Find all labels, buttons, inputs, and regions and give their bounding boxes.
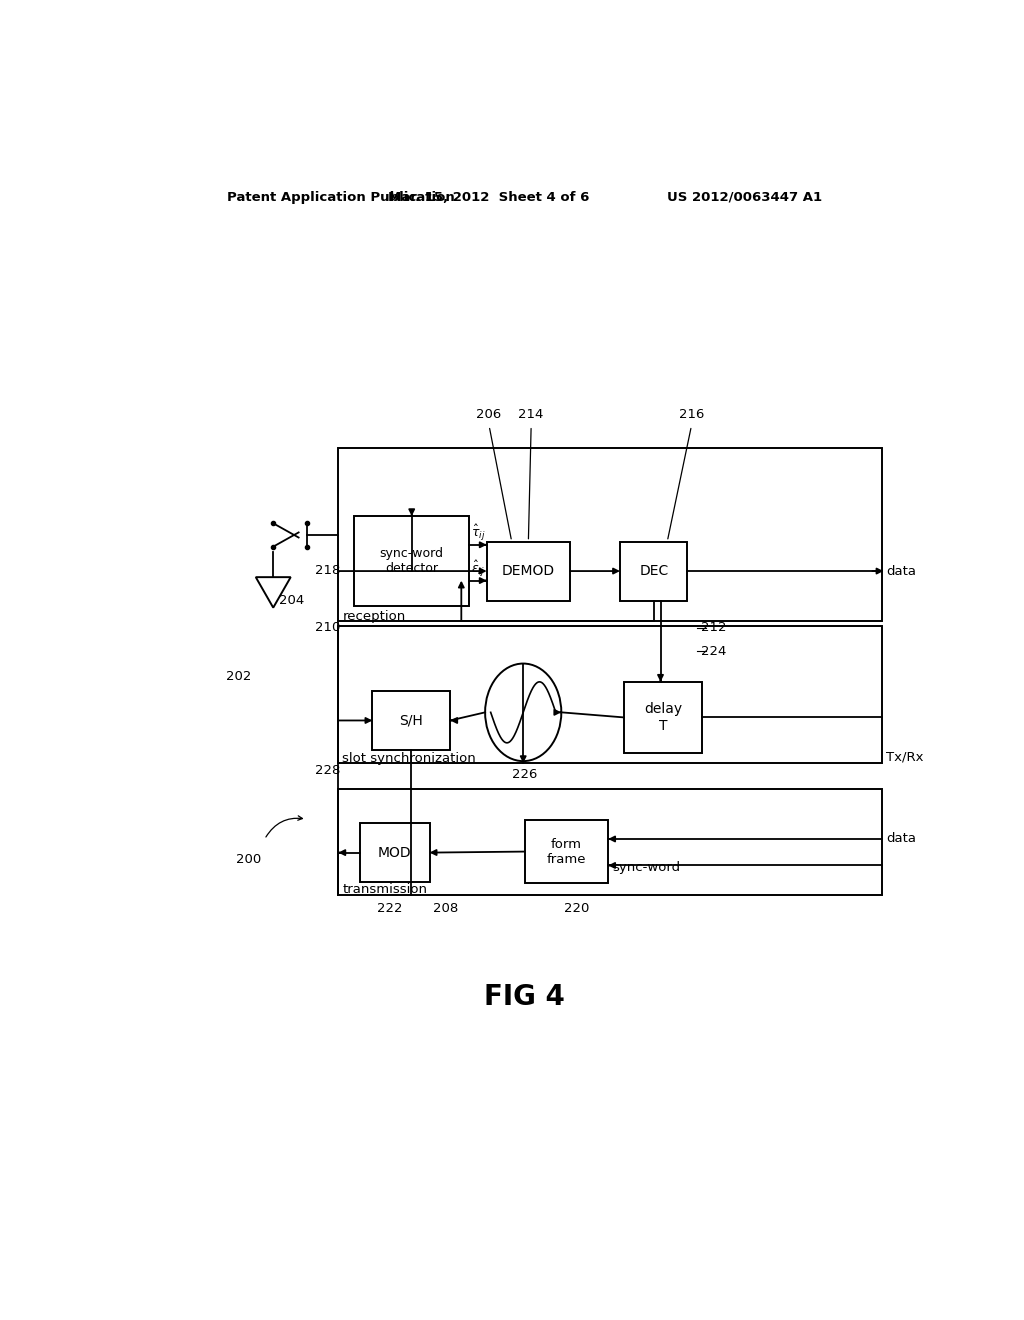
Text: Mar. 15, 2012  Sheet 4 of 6: Mar. 15, 2012 Sheet 4 of 6 (388, 190, 590, 203)
Bar (486, 541, 570, 601)
Bar (338, 447, 882, 620)
Text: 212: 212 (701, 622, 726, 635)
Text: transmission: transmission (342, 883, 427, 896)
Text: data: data (886, 565, 915, 578)
Text: 228: 228 (315, 764, 341, 776)
Text: MOD: MOD (378, 846, 412, 859)
Text: FIG 4: FIG 4 (484, 983, 565, 1011)
Text: data: data (886, 833, 915, 846)
Text: sync-word
detector: sync-word detector (380, 546, 443, 576)
Text: 224: 224 (701, 645, 726, 657)
Text: S/H: S/H (399, 714, 423, 727)
Bar (359, 824, 430, 882)
Bar (354, 516, 469, 606)
Bar (338, 626, 882, 763)
Text: 210: 210 (315, 622, 341, 635)
Bar (338, 788, 882, 895)
Text: 218: 218 (315, 564, 341, 577)
Text: reception: reception (342, 610, 406, 623)
Text: US 2012/0063447 A1: US 2012/0063447 A1 (668, 190, 822, 203)
Bar (620, 541, 687, 601)
Bar (524, 820, 608, 883)
Bar (373, 690, 451, 750)
Text: $\hat{\tau}_{ij}$: $\hat{\tau}_{ij}$ (471, 523, 485, 543)
Text: 206: 206 (476, 408, 502, 421)
Text: 226: 226 (512, 768, 538, 781)
Text: delay
T: delay T (644, 702, 682, 733)
Text: 202: 202 (225, 671, 251, 684)
Text: 204: 204 (279, 594, 304, 607)
Text: DEMOD: DEMOD (502, 564, 555, 578)
Text: 222: 222 (377, 903, 402, 915)
Text: 208: 208 (433, 903, 458, 915)
Text: 214: 214 (518, 408, 544, 421)
Text: 200: 200 (236, 853, 261, 866)
Text: slot synchronization: slot synchronization (342, 752, 476, 766)
Bar (624, 682, 701, 752)
Text: sync-word: sync-word (612, 861, 680, 874)
Text: Patent Application Publication: Patent Application Publication (227, 190, 455, 203)
Text: 216: 216 (679, 408, 705, 421)
Text: $\hat{\varepsilon}_{ij}$: $\hat{\varepsilon}_{ij}$ (471, 558, 484, 578)
Text: 220: 220 (563, 903, 589, 915)
Text: Tx/Rx: Tx/Rx (886, 750, 924, 763)
Text: form
frame: form frame (547, 838, 586, 866)
Text: DEC: DEC (639, 564, 669, 578)
